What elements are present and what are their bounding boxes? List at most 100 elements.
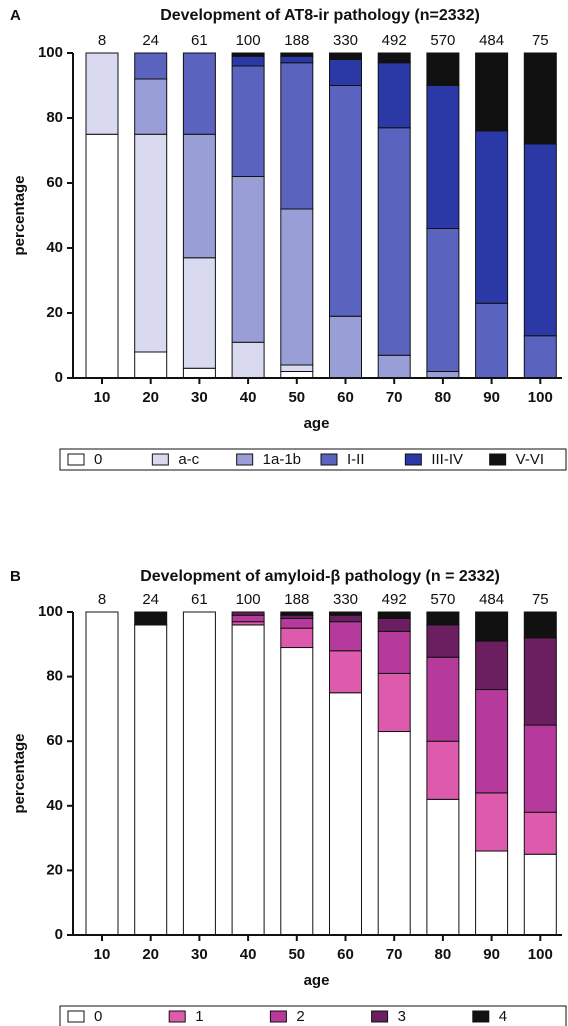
bar-segment <box>426 798 460 936</box>
legend-swatch <box>236 453 254 466</box>
x-tick-label: 30 <box>191 389 208 406</box>
y-tick-label: 80 <box>46 668 63 685</box>
count-label: 570 <box>430 32 455 49</box>
legend-label: 3 <box>398 1008 406 1025</box>
legend-box <box>59 1005 567 1026</box>
x-axis-label: age <box>304 415 330 432</box>
bar-segment <box>280 627 314 649</box>
bar-segment <box>231 624 265 936</box>
legend-label: 1 <box>195 1008 203 1025</box>
bar-segment <box>377 354 411 379</box>
bar-segment <box>231 65 265 177</box>
panel-letter: B <box>10 568 21 585</box>
y-tick-label: 100 <box>38 44 63 61</box>
count-label: 492 <box>382 591 407 608</box>
bar-segment <box>475 52 509 132</box>
bar-segment <box>182 367 216 379</box>
bar-segment <box>329 315 362 379</box>
bar-segment <box>377 630 411 674</box>
legend-swatch <box>67 453 85 466</box>
count-label: 24 <box>142 32 159 49</box>
x-tick-label: 40 <box>240 946 257 963</box>
bar-segment <box>475 640 509 691</box>
x-tick-label: 60 <box>337 946 354 963</box>
count-label: 188 <box>284 32 309 49</box>
bar-segment <box>329 611 362 616</box>
count-label: 570 <box>430 591 455 608</box>
y-tick-label: 40 <box>46 239 63 256</box>
bar-segment <box>329 621 362 652</box>
bar-segment <box>329 614 362 623</box>
bar-segment <box>377 127 411 356</box>
bar-segment <box>475 689 509 794</box>
x-tick-label: 20 <box>142 946 159 963</box>
x-tick-label: 60 <box>337 389 354 406</box>
x-tick-label: 50 <box>288 946 305 963</box>
legend-swatch <box>404 453 422 466</box>
x-tick-label: 100 <box>528 389 553 406</box>
bar-segment <box>377 611 411 619</box>
y-tick-label: 100 <box>38 603 63 620</box>
bar-segment <box>523 811 557 855</box>
bar-segment <box>475 130 509 304</box>
legend-label: 0 <box>94 1008 102 1025</box>
legend-box <box>59 448 567 471</box>
bar-segment <box>85 52 119 135</box>
bar-segment <box>426 611 460 626</box>
bar-segment <box>231 611 265 616</box>
legend-swatch <box>320 453 338 466</box>
count-label: 484 <box>479 32 504 49</box>
bar-segment <box>231 614 265 623</box>
x-tick-label: 50 <box>288 389 305 406</box>
legend-swatch <box>67 1010 85 1023</box>
legend-swatch <box>489 453 507 466</box>
bar-segment <box>85 133 119 379</box>
bar-segment <box>377 617 411 632</box>
legend-label: 4 <box>499 1008 507 1025</box>
bar-segment <box>523 853 557 936</box>
legend-label: V-VI <box>516 451 544 468</box>
count-label: 61 <box>191 591 208 608</box>
bar-segment <box>523 52 557 145</box>
bar-segment <box>134 611 168 626</box>
count-label: 330 <box>333 591 358 608</box>
bar-segment <box>231 176 265 343</box>
bar-segment <box>280 611 314 616</box>
legend-label: 0 <box>94 451 102 468</box>
bar-segment <box>475 611 509 642</box>
bar-segment <box>280 62 314 210</box>
x-tick-label: 30 <box>191 946 208 963</box>
bar-segment <box>231 52 265 57</box>
bar-segment <box>475 850 509 936</box>
bar-segment <box>134 133 168 353</box>
legend-swatch <box>151 453 169 466</box>
bar-segment <box>426 85 460 229</box>
bar-segment <box>329 59 362 86</box>
x-tick-label: 20 <box>142 389 159 406</box>
bar-segment <box>329 692 362 936</box>
bar-segment <box>280 364 314 372</box>
bar-segment <box>426 656 460 742</box>
bar-segment <box>280 208 314 366</box>
count-label: 484 <box>479 591 504 608</box>
panel-letter: A <box>10 7 21 24</box>
y-tick-label: 60 <box>46 174 63 191</box>
count-label: 61 <box>191 32 208 49</box>
bar-segment <box>475 302 509 379</box>
y-axis-label: percentage <box>11 175 28 255</box>
y-tick-label: 0 <box>55 369 63 386</box>
bar-segment <box>426 228 460 372</box>
bar-segment <box>280 52 314 57</box>
x-tick-label: 90 <box>483 946 500 963</box>
count-label: 24 <box>142 591 159 608</box>
bar-segment <box>329 85 362 317</box>
bar-segment <box>377 52 411 64</box>
count-label: 75 <box>532 32 549 49</box>
bar-segment <box>134 624 168 936</box>
bar-segment <box>523 724 557 813</box>
bar-segment <box>523 335 557 379</box>
bar-segment <box>134 351 168 379</box>
x-tick-label: 70 <box>386 389 403 406</box>
